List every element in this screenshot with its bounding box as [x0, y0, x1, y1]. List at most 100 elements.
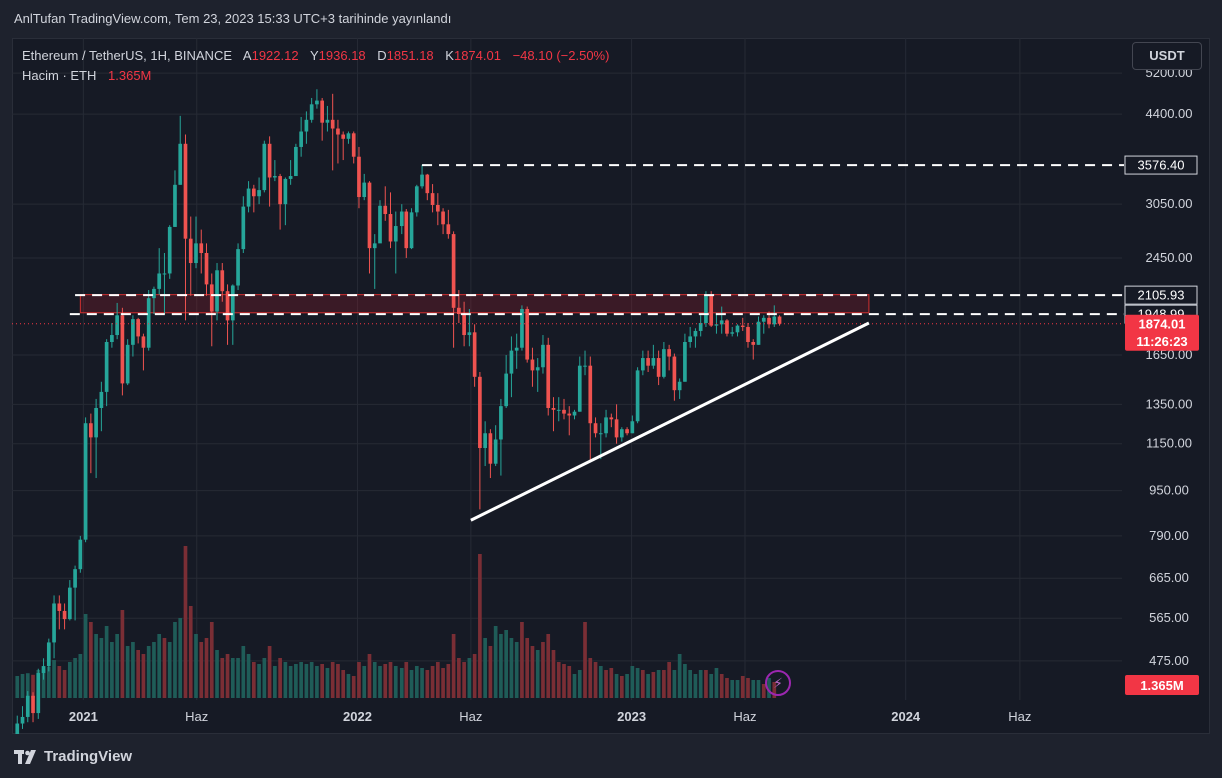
volume-bar: [283, 662, 288, 698]
candle-body: [330, 119, 335, 129]
volume-bar: [688, 670, 693, 698]
volume-bar: [735, 680, 740, 698]
candle-body: [556, 409, 561, 411]
volume-bar: [262, 658, 267, 698]
volume-bar: [414, 666, 419, 698]
volume-bar: [273, 666, 277, 698]
volume-bar: [362, 666, 367, 698]
price-axis: 5200.004400.003050.002450.001650.001350.…: [1146, 65, 1193, 668]
volume-bar: [225, 654, 230, 698]
candle-body: [104, 342, 109, 392]
volume-bar: [499, 634, 503, 698]
volume-bar: [251, 662, 256, 698]
legend-volume-label[interactable]: Hacim · ETH: [22, 68, 97, 83]
legend-symbol[interactable]: Ethereum / TetherUS, 1H, BINANCE: [22, 48, 233, 63]
last-price-text: 1874.01: [1139, 316, 1186, 331]
candle-body: [772, 316, 777, 325]
candle-body: [499, 406, 503, 440]
candle-body: [336, 128, 340, 135]
volume-bar: [141, 654, 146, 698]
currency-button[interactable]: USDT: [1132, 42, 1202, 70]
volume-bar: [677, 654, 682, 698]
volume-bar: [357, 662, 361, 698]
candle-body: [704, 295, 708, 323]
candle-body: [430, 193, 435, 205]
volume-bar: [125, 646, 130, 698]
candle-body: [362, 182, 367, 198]
candle-body: [414, 186, 419, 213]
volume-bar: [462, 662, 466, 698]
volume-bar: [152, 642, 156, 698]
candle-body: [577, 365, 582, 412]
candle-body: [483, 433, 487, 449]
candle-body: [725, 320, 729, 334]
volume-bar: [488, 646, 493, 698]
volume-bar: [556, 662, 561, 698]
volume-bar: [635, 668, 640, 698]
volume-bar: [209, 622, 214, 698]
candle-body: [756, 321, 761, 345]
volume-bar: [278, 658, 282, 698]
horizontal-lines: [12, 164, 1124, 325]
volume-bar: [651, 672, 656, 698]
volume-bar: [230, 658, 235, 698]
candle-body: [346, 133, 351, 139]
candle-body: [604, 417, 608, 434]
volume-bar: [257, 664, 261, 698]
candle-body: [746, 326, 750, 343]
volume-bar: [62, 670, 67, 698]
volume-tag-text: 1.365M: [1140, 678, 1183, 693]
level-tag-text: 3576.40: [1138, 158, 1185, 173]
level-tag-box: [1124, 155, 1198, 175]
volume-bar: [399, 668, 404, 698]
y-tick-label: 4400.00: [1146, 106, 1193, 121]
volume-bar: [20, 674, 25, 698]
volume-bar: [577, 670, 582, 698]
candle-body: [241, 206, 246, 250]
candle-body: [451, 234, 456, 308]
price-tags: 3576.402105.931948.991874.0111:26:231.36…: [1124, 155, 1199, 695]
candle-body: [246, 188, 251, 207]
candle-body: [94, 407, 98, 438]
volume-bar: [246, 654, 251, 698]
candle-body: [278, 176, 282, 205]
volume-bar: [683, 664, 687, 698]
volume-bar: [393, 666, 398, 698]
candle-body: [409, 212, 414, 249]
volume-bar: [336, 664, 340, 698]
candle-body: [619, 429, 624, 438]
candle-body: [110, 335, 114, 343]
candle-body: [157, 273, 162, 289]
volume-bar: [41, 669, 46, 698]
candle-body: [572, 411, 577, 416]
price-chart[interactable]: 5200.004400.003050.002450.001650.001350.…: [12, 38, 1210, 734]
lightning-icon[interactable]: ⚡: [765, 670, 791, 696]
volume-bar: [725, 678, 729, 698]
volume-bar: [509, 638, 514, 698]
candle-body: [735, 325, 740, 333]
candle-body: [309, 104, 314, 120]
candle-body: [693, 330, 698, 337]
legend-close-label: K: [445, 48, 454, 63]
candle-body: [125, 344, 130, 384]
volume-bar: [646, 674, 650, 698]
volume-bar: [483, 638, 487, 698]
volume-bar: [567, 666, 572, 698]
candle-body: [288, 176, 293, 179]
volume-bar: [383, 664, 388, 698]
volume-bar: [136, 650, 141, 698]
x-tick-label: 2021: [69, 709, 98, 724]
candle-body: [714, 324, 719, 326]
candle-body: [630, 421, 635, 434]
volume-bar: [52, 660, 56, 698]
candle-body: [520, 309, 524, 348]
volume-bar: [304, 664, 309, 698]
candle-body: [672, 356, 677, 391]
candle-body: [493, 439, 498, 464]
candle-body: [509, 350, 514, 374]
candle-body: [457, 307, 461, 315]
candle-body: [357, 156, 361, 198]
volume-bar: [746, 678, 750, 698]
volume-tag: [1125, 675, 1199, 695]
candle-body: [199, 243, 204, 254]
